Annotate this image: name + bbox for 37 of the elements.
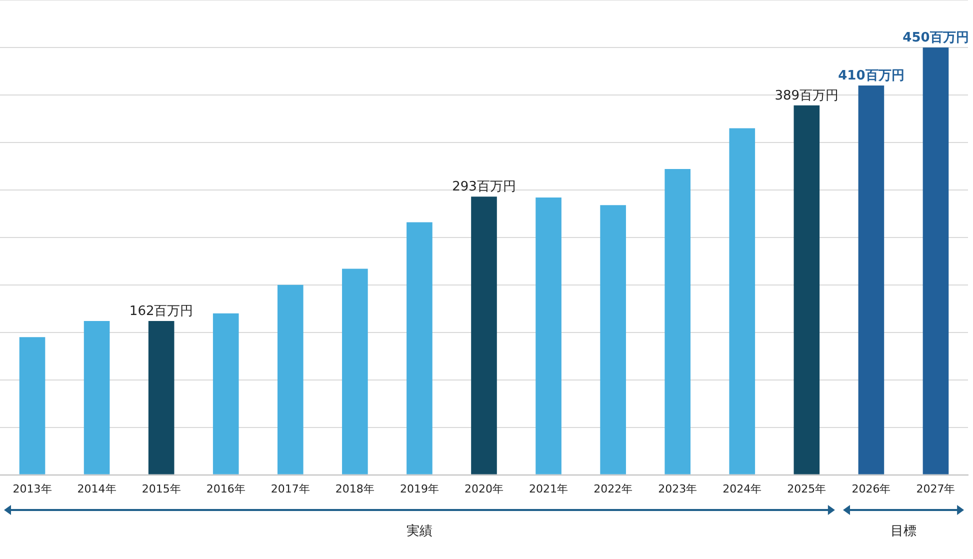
text: 目標	[890, 522, 916, 540]
data-label: 162百万円	[129, 304, 194, 319]
text: 実績	[406, 522, 432, 540]
bar	[536, 198, 562, 474]
x-tick-label: 2021年	[529, 482, 568, 496]
bar	[212, 313, 239, 474]
data-label: 389百万円	[774, 88, 839, 104]
bar	[19, 337, 46, 474]
data-label: 410百万円	[838, 68, 904, 84]
x-tick-label: 2023年	[658, 482, 698, 496]
bar	[794, 105, 820, 474]
x-tick-label: 2017年	[270, 482, 310, 496]
x-tick-label: 2019年	[400, 482, 439, 496]
x-tick-label: 2024年	[722, 482, 762, 496]
bar	[148, 320, 174, 474]
bar	[342, 268, 368, 474]
bar	[664, 169, 691, 474]
x-tick-label: 2026年	[852, 482, 891, 496]
x-tick-label: 2018年	[335, 482, 374, 496]
bar	[922, 47, 949, 474]
bar	[600, 205, 626, 474]
x-tick-label: 2027年	[916, 482, 956, 496]
x-tick-label: 2015年	[142, 482, 181, 496]
x-tick-label: 2025年	[787, 482, 826, 496]
x-tick-label: 2020年	[464, 482, 504, 496]
data-label: 450百万円	[902, 30, 969, 46]
bar	[406, 222, 432, 474]
bar	[471, 196, 497, 474]
bar	[858, 85, 884, 474]
x-tick-label: 2014年	[77, 482, 116, 496]
x-tick-label: 2013年	[12, 482, 52, 496]
x-tick-label: 2022年	[594, 482, 633, 496]
x-tick-label: 2016年	[206, 482, 246, 496]
bar	[729, 128, 756, 474]
bar	[277, 284, 304, 474]
data-label: 293百万円	[452, 179, 516, 194]
bar	[84, 320, 110, 474]
